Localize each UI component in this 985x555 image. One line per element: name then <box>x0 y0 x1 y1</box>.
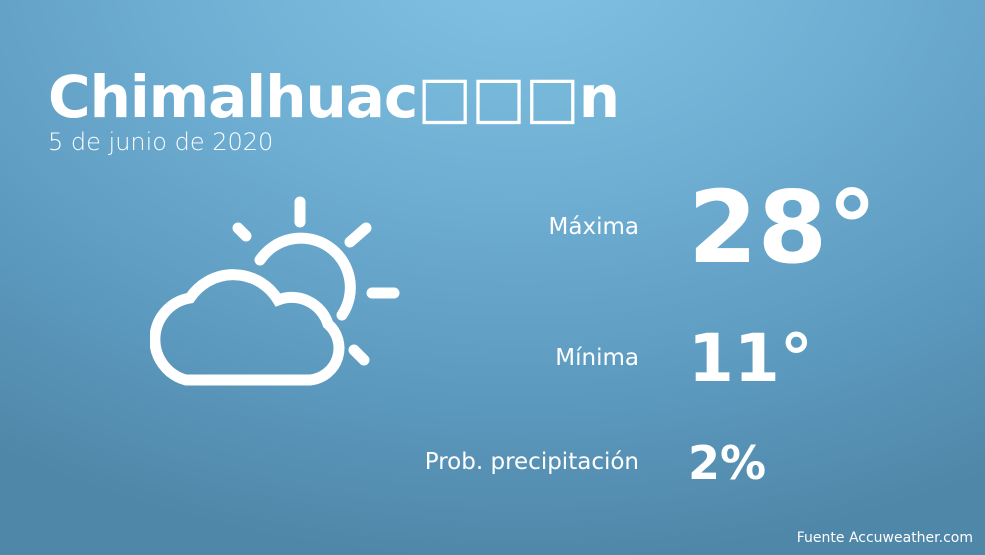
precip-label: Prob. precipitación <box>424 449 639 475</box>
precip-value: 2% <box>688 436 767 490</box>
partly-cloudy-icon <box>150 196 400 386</box>
source-credit: Fuente Accuweather.com <box>796 530 973 546</box>
date-label: 5 de junio de 2020 <box>48 128 274 156</box>
min-temp-value: 11° <box>688 320 813 397</box>
max-temp-value: 28° <box>688 169 878 286</box>
min-temp-label: Mínima <box>555 345 639 371</box>
city-title: Chimalhuac□□□n <box>48 63 620 131</box>
max-temp-label: Máxima <box>548 214 639 240</box>
